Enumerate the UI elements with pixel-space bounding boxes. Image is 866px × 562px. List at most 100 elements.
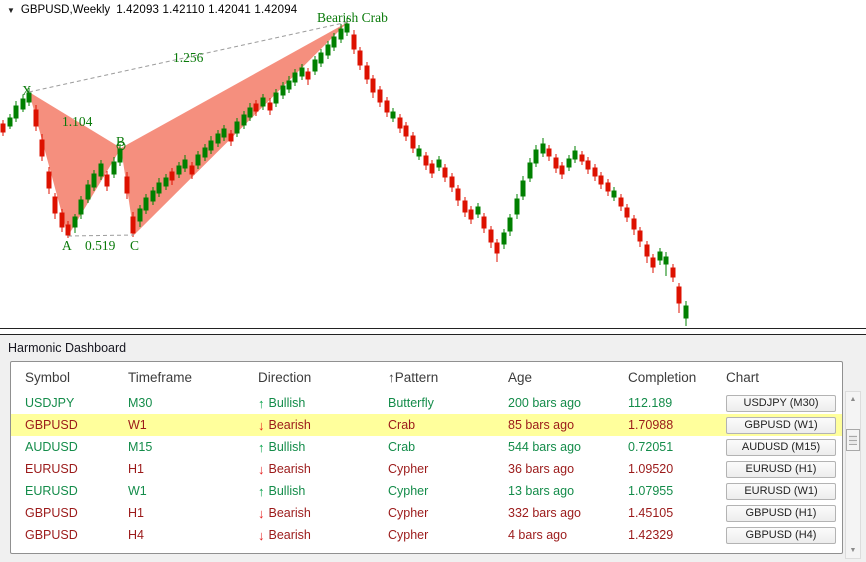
scroll-down-icon[interactable]: ▼ (849, 547, 857, 554)
symbol-cell: AUDUSD (25, 440, 78, 454)
symbol-cell: EURUSD (25, 484, 78, 498)
pattern-cell: Cypher (388, 484, 429, 498)
header-pattern-sorted[interactable]: ↑Pattern (388, 369, 439, 385)
dashboard-title: Harmonic Dashboard (8, 341, 127, 355)
pattern-label: C (130, 238, 139, 253)
scroll-up-icon[interactable]: ▲ (849, 396, 857, 403)
age-cell: 13 bars ago (508, 484, 575, 498)
header-timeframe[interactable]: Timeframe (128, 369, 193, 385)
dashboard-titlebar: Harmonic Dashboard (0, 335, 866, 361)
age-cell: 544 bars ago (508, 440, 581, 454)
completion-cell: 0.72051 (628, 440, 674, 454)
direction-arrow-icon: ↓ (258, 417, 265, 433)
header-age[interactable]: Age (508, 369, 533, 385)
pattern-cell: Butterfly (388, 396, 434, 410)
timeframe-cell: M15 (128, 440, 153, 454)
direction-label: Bullish (268, 440, 306, 454)
chart-ohlc-values: 1.42093 1.42110 1.42041 1.42094 (116, 4, 298, 16)
symbol-cell: USDJPY (25, 396, 75, 410)
completion-cell: 1.70988 (628, 418, 674, 432)
completion-cell: 1.07955 (628, 484, 674, 498)
header-chart[interactable]: Chart (726, 369, 760, 385)
completion-cell: 1.45105 (628, 506, 674, 520)
direction-label: Bearish (268, 462, 311, 476)
pattern-dashed-lines (28, 21, 349, 237)
pattern-label: 1.256 (173, 50, 204, 65)
pattern-cell: Crab (388, 418, 416, 432)
direction-arrow-icon: ↓ (258, 527, 265, 543)
direction-arrow-icon: ↓ (258, 505, 265, 521)
scrollbar-thumb[interactable] (846, 429, 860, 451)
completion-cell: 112.189 (628, 396, 673, 410)
age-cell: 36 bars ago (508, 462, 575, 476)
timeframe-cell: M30 (128, 396, 153, 410)
table-row[interactable]: GBPUSD H4 ↓ Bearish Cypher 4 bars ago 1.… (11, 524, 842, 546)
pattern-label: X (22, 83, 32, 98)
timeframe-cell: H4 (128, 528, 144, 542)
table-row[interactable]: USDJPY M30 ↑ Bullish Butterfly 200 bars … (11, 392, 842, 414)
header-direction[interactable]: Direction (258, 369, 312, 385)
candlesticks (0, 18, 689, 326)
direction-arrow-icon: ↑ (258, 483, 265, 499)
age-cell: 4 bars ago (508, 528, 568, 542)
direction-label: Bullish (268, 484, 306, 498)
chart-window: ▼ GBPUSD,Weekly 1.42093 1.42110 1.42041 … (0, 0, 866, 328)
table-header-row: Symbol Timeframe Direction ↑Pattern Age … (11, 362, 842, 392)
table-row[interactable]: GBPUSD H1 ↓ Bearish Cypher 332 bars ago … (11, 502, 842, 524)
chart-symbol-timeframe: GBPUSD,Weekly (20, 4, 111, 16)
table-body: USDJPY M30 ↑ Bullish Butterfly 200 bars … (11, 392, 842, 546)
direction-arrow-icon: ↑ (258, 395, 265, 411)
symbol-cell: GBPUSD (25, 528, 78, 542)
age-cell: 85 bars ago (508, 418, 575, 432)
pattern-label: 0.519 (85, 238, 116, 253)
age-cell: 200 bars ago (508, 396, 581, 410)
table-row[interactable]: EURUSD W1 ↑ Bullish Cypher 13 bars ago 1… (11, 480, 842, 502)
open-chart-button[interactable]: GBPUSD (W1) (726, 416, 836, 434)
header-symbol[interactable]: Symbol (25, 369, 71, 385)
window-splitter[interactable] (0, 328, 866, 335)
direction-label: Bearish (268, 506, 311, 520)
completion-cell: 1.09520 (628, 462, 674, 476)
pattern-cell: Cypher (388, 506, 429, 520)
pattern-cell: Cypher (388, 462, 429, 476)
table-row[interactable]: AUDUSD M15 ↑ Bullish Crab 544 bars ago 0… (11, 436, 842, 458)
pattern-cell: Crab (388, 440, 416, 454)
chart-title: ▼ GBPUSD,Weekly 1.42093 1.42110 1.42041 … (7, 4, 297, 16)
chart-dropdown-icon[interactable]: ▼ (7, 5, 15, 15)
pattern-label: Bearish Crab (317, 10, 388, 25)
timeframe-cell: W1 (128, 418, 147, 432)
direction-label: Bullish (268, 396, 306, 410)
open-chart-button[interactable]: USDJPY (M30) (726, 394, 836, 412)
scrollbar-track[interactable] (846, 407, 860, 543)
direction-arrow-icon: ↑ (258, 439, 265, 455)
price-chart[interactable]: X A B C 1.256 1.104 0.519 Bearish Crab (0, 0, 866, 328)
timeframe-cell: H1 (128, 462, 144, 476)
direction-label: Bearish (268, 528, 311, 542)
pattern-labels: X A B C 1.256 1.104 0.519 Bearish Crab (22, 10, 388, 253)
table-row[interactable]: EURUSD H1 ↓ Bearish Cypher 36 bars ago 1… (11, 458, 842, 480)
vertical-scrollbar[interactable]: ▲ ▼ (845, 391, 861, 559)
header-completion[interactable]: Completion (628, 369, 697, 385)
pattern-label: B (116, 134, 125, 149)
timeframe-cell: H1 (128, 506, 144, 520)
open-chart-button[interactable]: GBPUSD (H4) (726, 526, 836, 544)
symbol-cell: EURUSD (25, 462, 78, 476)
timeframe-cell: W1 (128, 484, 147, 498)
open-chart-button[interactable]: GBPUSD (H1) (726, 504, 836, 522)
age-cell: 332 bars ago (508, 506, 581, 520)
harmonic-dashboard: Harmonic Dashboard Symbol Timeframe Dire… (0, 335, 866, 562)
completion-cell: 1.42329 (628, 528, 674, 542)
table-row[interactable]: GBPUSD W1 ↓ Bearish Crab 85 bars ago 1.7… (11, 414, 842, 436)
symbol-cell: GBPUSD (25, 506, 78, 520)
symbol-cell: GBPUSD (25, 418, 78, 432)
open-chart-button[interactable]: AUDUSD (M15) (726, 438, 836, 456)
open-chart-button[interactable]: EURUSD (W1) (726, 482, 836, 500)
direction-label: Bearish (268, 418, 311, 432)
direction-arrow-icon: ↓ (258, 461, 265, 477)
dashboard-table-panel: Symbol Timeframe Direction ↑Pattern Age … (10, 361, 843, 554)
pattern-label: 1.104 (62, 114, 93, 129)
pattern-point-b-marker (116, 141, 126, 151)
pattern-cell: Cypher (388, 528, 429, 542)
pattern-label: A (62, 238, 72, 253)
open-chart-button[interactable]: EURUSD (H1) (726, 460, 836, 478)
